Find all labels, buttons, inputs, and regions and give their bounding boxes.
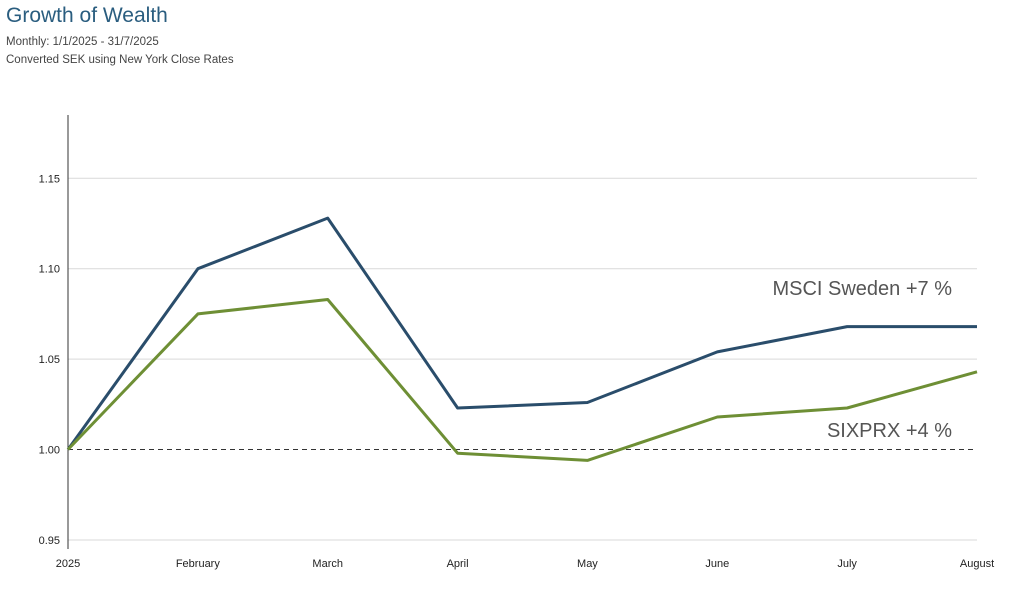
x-tick-label: May [577,558,598,570]
chart-subtitle-currency: Converted SEK using New York Close Rates [6,54,234,66]
series-annotation-sixprx: SIXPRX +4 % [827,420,952,442]
y-tick-label: 1.15 [39,173,60,185]
y-tick-label: 1.00 [39,445,60,457]
series-line-sixprx [66,298,978,462]
y-tick-label: 0.95 [39,535,60,547]
series-line-msci [66,216,977,451]
y-tick-label: 1.05 [39,354,60,366]
x-tick-label: August [960,558,994,570]
x-tick-label: July [837,558,857,570]
x-tick-label: April [447,558,469,570]
x-tick-label: February [176,558,221,570]
chart-title: Growth of Wealth [6,4,168,27]
x-tick-label: March [312,558,343,570]
chart-subtitle-period: Monthly: 1/1/2025 - 31/7/2025 [6,36,159,48]
y-tick-label: 1.10 [39,264,60,276]
x-tick-label: 2025 [56,558,80,570]
x-tick-label: June [705,558,729,570]
series-annotation-msci: MSCI Sweden +7 % [772,278,952,300]
